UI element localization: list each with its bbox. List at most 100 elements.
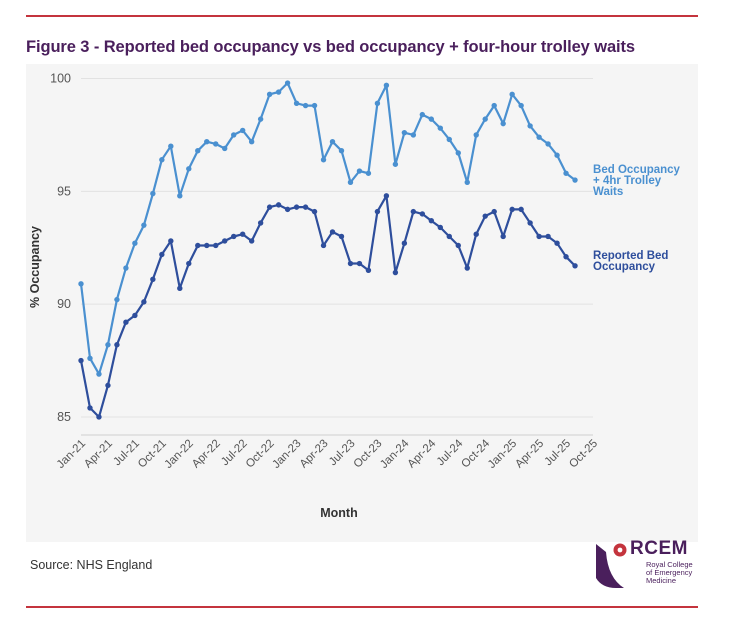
data-point	[419, 211, 426, 217]
data-point	[284, 206, 291, 213]
x-tick-label: Oct-23	[352, 438, 385, 471]
data-point	[78, 281, 84, 287]
line-chart: 85 90 95 100 Jan-21Apr-21Jul-21Oct-21Jan-22…	[28, 72, 681, 520]
y-tick-label: 90	[57, 297, 71, 311]
data-point	[132, 240, 138, 246]
data-point	[446, 233, 452, 240]
data-point	[213, 242, 219, 249]
data-point	[464, 265, 470, 271]
data-point	[401, 240, 408, 246]
data-point	[105, 382, 111, 389]
y-tick-label: 100	[50, 72, 71, 86]
data-point	[518, 206, 524, 213]
data-point	[509, 206, 515, 213]
data-point	[374, 208, 381, 215]
data-point	[356, 168, 363, 174]
data-point	[248, 138, 255, 145]
data-point	[266, 91, 273, 98]
logo-line-1: Royal College	[646, 560, 693, 569]
data-point	[473, 132, 479, 138]
y-axis-ticks: 85 90 95 100	[50, 72, 71, 424]
data-point	[392, 269, 399, 276]
data-point	[248, 238, 255, 244]
chart-panel: 85 90 95 100 Jan-21 Apr-21 Jul-21 Oct-21 Jan-22…	[26, 64, 698, 542]
data-point	[177, 285, 183, 292]
data-point	[114, 296, 120, 303]
top-rule	[26, 15, 698, 17]
data-point	[168, 143, 174, 149]
x-tick-label: Apr-22	[190, 438, 223, 471]
data-point	[518, 102, 524, 109]
data-point	[257, 116, 264, 122]
series-line	[79, 194, 576, 419]
source-note: Source: NHS England	[30, 558, 153, 572]
logo-line-2: of Emergency	[646, 568, 693, 577]
data-point	[231, 132, 237, 138]
data-point	[159, 251, 165, 258]
data-point	[231, 233, 237, 240]
data-point	[222, 145, 228, 152]
data-point	[266, 204, 273, 210]
data-point	[437, 224, 443, 231]
x-tick-label: Apr-21	[82, 438, 115, 471]
data-point	[428, 116, 435, 122]
data-point	[374, 100, 381, 107]
x-tick-label: Apr-24	[406, 437, 439, 470]
data-point	[275, 202, 282, 208]
data-point	[563, 254, 569, 260]
data-point	[213, 141, 219, 147]
data-point	[141, 299, 147, 305]
data-point	[302, 204, 309, 210]
data-point	[401, 129, 408, 136]
series-line	[79, 81, 576, 376]
data-point	[338, 148, 345, 154]
data-point	[311, 208, 318, 215]
x-tick-label: Jan-24	[378, 437, 412, 471]
data-point	[572, 177, 578, 183]
data-point	[204, 242, 210, 249]
x-tick-label: Apr-25	[513, 438, 546, 471]
data-point	[383, 82, 390, 88]
data-point	[293, 204, 300, 210]
data-point	[195, 242, 201, 249]
data-point	[365, 170, 372, 176]
data-point	[392, 161, 399, 167]
data-point	[572, 263, 578, 269]
data-point	[329, 229, 336, 235]
x-tick-label: Oct-25	[567, 438, 600, 471]
y-tick-label: 85	[57, 410, 71, 424]
data-point	[500, 120, 506, 127]
x-tick-label: Oct-21	[136, 438, 169, 471]
x-tick-label: Oct-22	[244, 438, 277, 471]
data-point	[239, 127, 246, 134]
data-point	[563, 170, 569, 176]
data-point	[383, 193, 390, 199]
series-lines	[78, 80, 578, 420]
data-point	[527, 220, 533, 226]
data-point	[329, 138, 336, 145]
data-point	[132, 312, 138, 319]
data-point	[455, 150, 461, 156]
rcem-emblem-icon	[596, 543, 627, 588]
logo-line-3: Medicine	[646, 576, 677, 585]
data-point	[509, 91, 515, 98]
data-point	[482, 213, 488, 219]
data-point	[410, 208, 417, 215]
data-point	[204, 138, 210, 145]
data-point	[464, 179, 470, 185]
data-point	[410, 132, 417, 138]
logo-abbreviation: RCEM	[630, 538, 688, 559]
data-point	[284, 80, 291, 86]
data-point	[293, 100, 300, 107]
data-point	[177, 193, 183, 199]
y-axis-label: % Occupancy	[28, 226, 42, 308]
data-point	[491, 208, 497, 215]
data-point	[150, 276, 156, 283]
data-point	[302, 102, 309, 109]
series-label: Waits	[593, 186, 623, 198]
data-point	[239, 231, 246, 237]
data-point	[338, 233, 345, 240]
data-point	[356, 260, 363, 267]
series-label: Reported Bed	[593, 250, 668, 262]
